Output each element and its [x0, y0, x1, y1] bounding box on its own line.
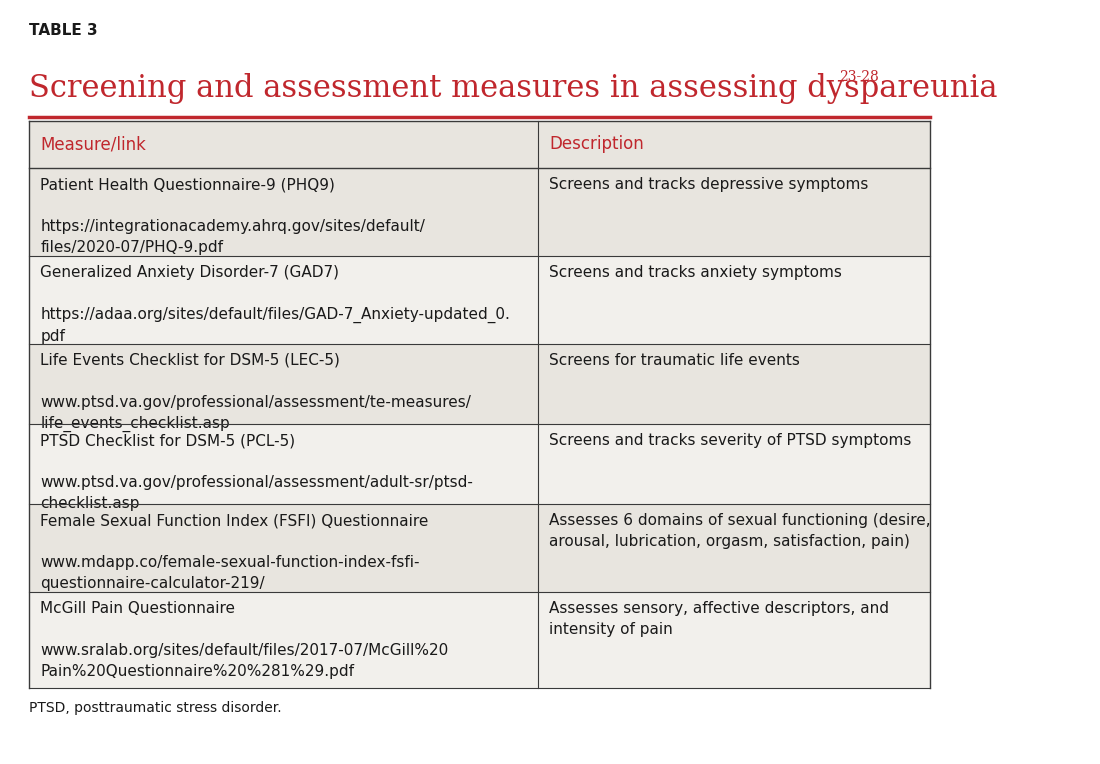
FancyBboxPatch shape	[29, 168, 930, 256]
Text: Patient Health Questionnaire-9 (PHQ9)

https://integrationacademy.ahrq.gov/sites: Patient Health Questionnaire-9 (PHQ9) ht…	[41, 177, 425, 255]
FancyBboxPatch shape	[29, 256, 930, 344]
Text: TABLE 3: TABLE 3	[29, 23, 98, 38]
FancyBboxPatch shape	[29, 121, 930, 168]
Text: 23-28: 23-28	[838, 70, 879, 84]
Text: Female Sexual Function Index (FSFI) Questionnaire

www.mdapp.co/female-sexual-fu: Female Sexual Function Index (FSFI) Ques…	[41, 513, 429, 591]
Text: PTSD, posttraumatic stress disorder.: PTSD, posttraumatic stress disorder.	[29, 701, 282, 715]
Text: Description: Description	[549, 135, 644, 154]
FancyBboxPatch shape	[29, 592, 930, 688]
Text: Screens and tracks severity of PTSD symptoms: Screens and tracks severity of PTSD symp…	[549, 433, 912, 448]
Text: Measure/link: Measure/link	[41, 135, 146, 154]
FancyBboxPatch shape	[29, 504, 930, 592]
Text: Screens and tracks depressive symptoms: Screens and tracks depressive symptoms	[549, 177, 869, 193]
Text: Generalized Anxiety Disorder-7 (GAD7)

https://adaa.org/sites/default/files/GAD-: Generalized Anxiety Disorder-7 (GAD7) ht…	[41, 265, 510, 345]
Text: PTSD Checklist for DSM-5 (PCL-5)

www.ptsd.va.gov/professional/assessment/adult-: PTSD Checklist for DSM-5 (PCL-5) www.pts…	[41, 433, 473, 511]
Text: Screens for traumatic life events: Screens for traumatic life events	[549, 353, 800, 368]
Text: Life Events Checklist for DSM-5 (LEC-5)

www.ptsd.va.gov/professional/assessment: Life Events Checklist for DSM-5 (LEC-5) …	[41, 353, 471, 432]
FancyBboxPatch shape	[29, 424, 930, 504]
Text: Screens and tracks anxiety symptoms: Screens and tracks anxiety symptoms	[549, 265, 843, 280]
Text: McGill Pain Questionnaire

www.sralab.org/sites/default/files/2017-07/McGill%20
: McGill Pain Questionnaire www.sralab.org…	[41, 601, 449, 679]
Text: Assesses 6 domains of sexual functioning (desire,
arousal, lubrication, orgasm, : Assesses 6 domains of sexual functioning…	[549, 513, 931, 549]
Text: Screening and assessment measures in assessing dyspareunia: Screening and assessment measures in ass…	[29, 73, 998, 104]
Text: Assesses sensory, affective descriptors, and
intensity of pain: Assesses sensory, affective descriptors,…	[549, 601, 889, 637]
FancyBboxPatch shape	[29, 344, 930, 424]
